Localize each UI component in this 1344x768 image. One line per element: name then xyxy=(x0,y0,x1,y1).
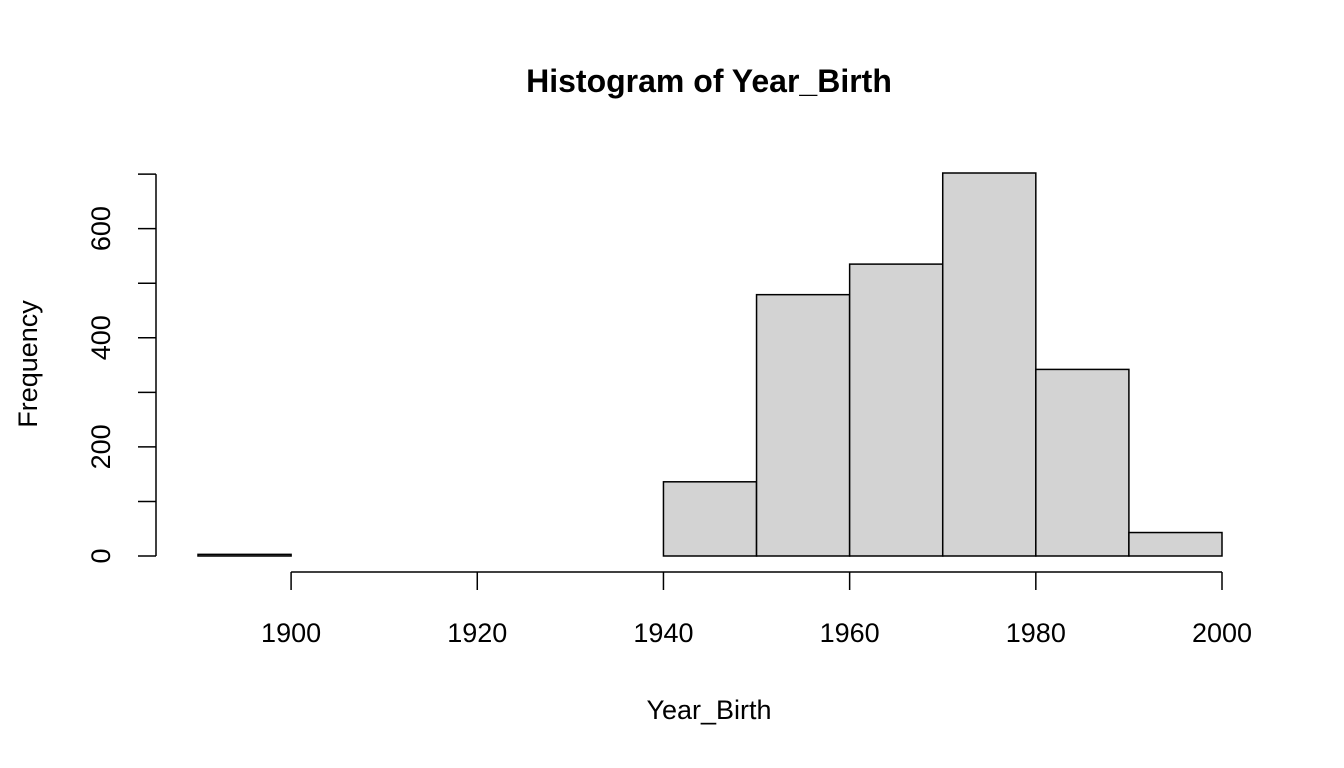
histogram-bar xyxy=(941,172,1037,557)
x-tick-label: 1920 xyxy=(447,618,507,648)
y-axis: 0 200 400 600 xyxy=(86,173,157,564)
y-tick-label: 0 xyxy=(86,548,116,563)
histogram-bar xyxy=(755,293,851,557)
x-axis-label: Year_Birth xyxy=(646,695,771,725)
chart-title: Histogram of Year_Birth xyxy=(526,63,892,99)
x-tick-label: 1980 xyxy=(1006,618,1066,648)
histogram-bar xyxy=(197,553,292,557)
x-axis: 1900 1920 1940 1960 1980 2000 xyxy=(261,571,1252,648)
y-axis-label: Frequency xyxy=(13,300,43,428)
histogram-bar xyxy=(662,481,758,557)
y-tick-label: 400 xyxy=(86,315,116,360)
y-tick-label: 600 xyxy=(86,206,116,251)
y-tick-label: 200 xyxy=(86,424,116,469)
x-tick-label: 2000 xyxy=(1192,618,1252,648)
histogram-bar xyxy=(1128,531,1223,557)
x-tick-label: 1960 xyxy=(820,618,880,648)
bars-group xyxy=(197,172,1223,557)
x-tick-label: 1900 xyxy=(261,618,321,648)
x-tick-label: 1940 xyxy=(633,618,693,648)
histogram-bar xyxy=(1035,368,1130,557)
histogram-bar xyxy=(848,263,944,557)
